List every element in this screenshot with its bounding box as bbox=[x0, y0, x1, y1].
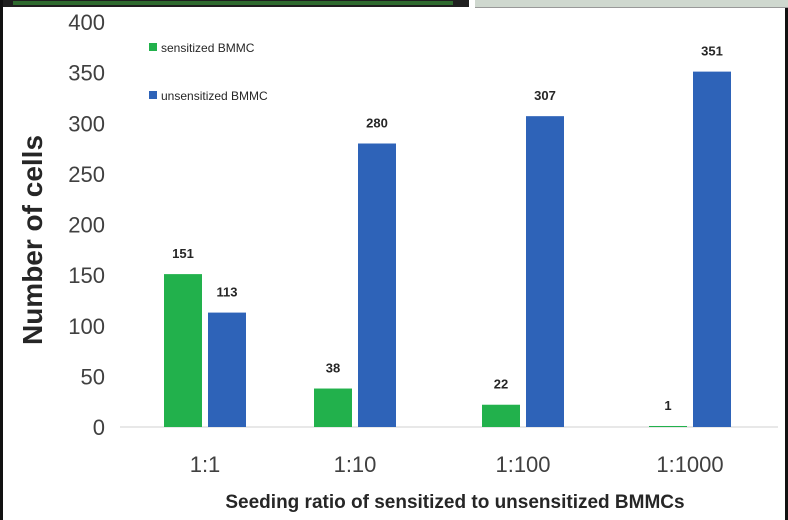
legend-swatch-unsensitized bbox=[149, 91, 157, 99]
legend-label-unsensitized: unsensitized BMMC bbox=[161, 89, 268, 103]
y-axis-title: Number of cells bbox=[17, 135, 48, 345]
legend-label-sensitized: sensitized BMMC bbox=[161, 41, 255, 55]
y-tick-label: 0 bbox=[93, 415, 105, 440]
y-tick-label: 150 bbox=[68, 263, 105, 288]
bar-unsensitized-1-100 bbox=[526, 116, 564, 427]
x-tick-label: 1:100 bbox=[495, 452, 550, 477]
data-labels-group: 151 113 38 280 22 307 1 351 bbox=[172, 44, 723, 413]
y-tick-label: 300 bbox=[68, 111, 105, 136]
x-tick-label: 1:10 bbox=[334, 452, 377, 477]
y-tick-label: 250 bbox=[68, 162, 105, 187]
legend-swatch-sensitized bbox=[149, 43, 157, 51]
data-label: 1 bbox=[664, 398, 671, 413]
y-axis-ticks: 0 50 100 150 200 250 300 350 400 bbox=[68, 10, 105, 440]
data-label: 307 bbox=[534, 88, 556, 103]
bar-sensitized-1-10 bbox=[314, 388, 352, 427]
x-tick-label: 1:1 bbox=[190, 452, 221, 477]
y-tick-label: 50 bbox=[81, 364, 105, 389]
data-label: 151 bbox=[172, 246, 194, 261]
x-axis-title: Seeding ratio of sensitized to unsensiti… bbox=[225, 492, 684, 513]
y-tick-label: 100 bbox=[68, 314, 105, 339]
bar-unsensitized-1-1000 bbox=[693, 71, 731, 428]
y-tick-label: 400 bbox=[68, 10, 105, 35]
x-axis-categories: 1:1 1:10 1:100 1:1000 bbox=[190, 452, 724, 477]
legend: sensitized BMMC unsensitized BMMC bbox=[149, 41, 268, 103]
y-tick-label: 350 bbox=[68, 61, 105, 86]
data-label: 22 bbox=[494, 377, 508, 392]
data-label: 280 bbox=[366, 116, 388, 131]
bar-sensitized-1-1 bbox=[164, 274, 202, 427]
bars-group bbox=[164, 71, 731, 428]
bar-unsensitized-1-1 bbox=[208, 312, 246, 427]
top-border-strip-right bbox=[475, 0, 788, 8]
bar-sensitized-1-100 bbox=[482, 404, 520, 427]
top-border-strip-left-fill bbox=[13, 1, 453, 5]
x-tick-label: 1:1000 bbox=[656, 452, 723, 477]
data-label: 351 bbox=[701, 44, 723, 59]
y-tick-label: 200 bbox=[68, 213, 105, 238]
data-label: 113 bbox=[217, 285, 238, 300]
data-label: 38 bbox=[326, 361, 340, 376]
bar-unsensitized-1-10 bbox=[358, 143, 396, 427]
top-border-strip-left bbox=[3, 0, 469, 7]
bar-sensitized-1-1000 bbox=[649, 425, 687, 427]
